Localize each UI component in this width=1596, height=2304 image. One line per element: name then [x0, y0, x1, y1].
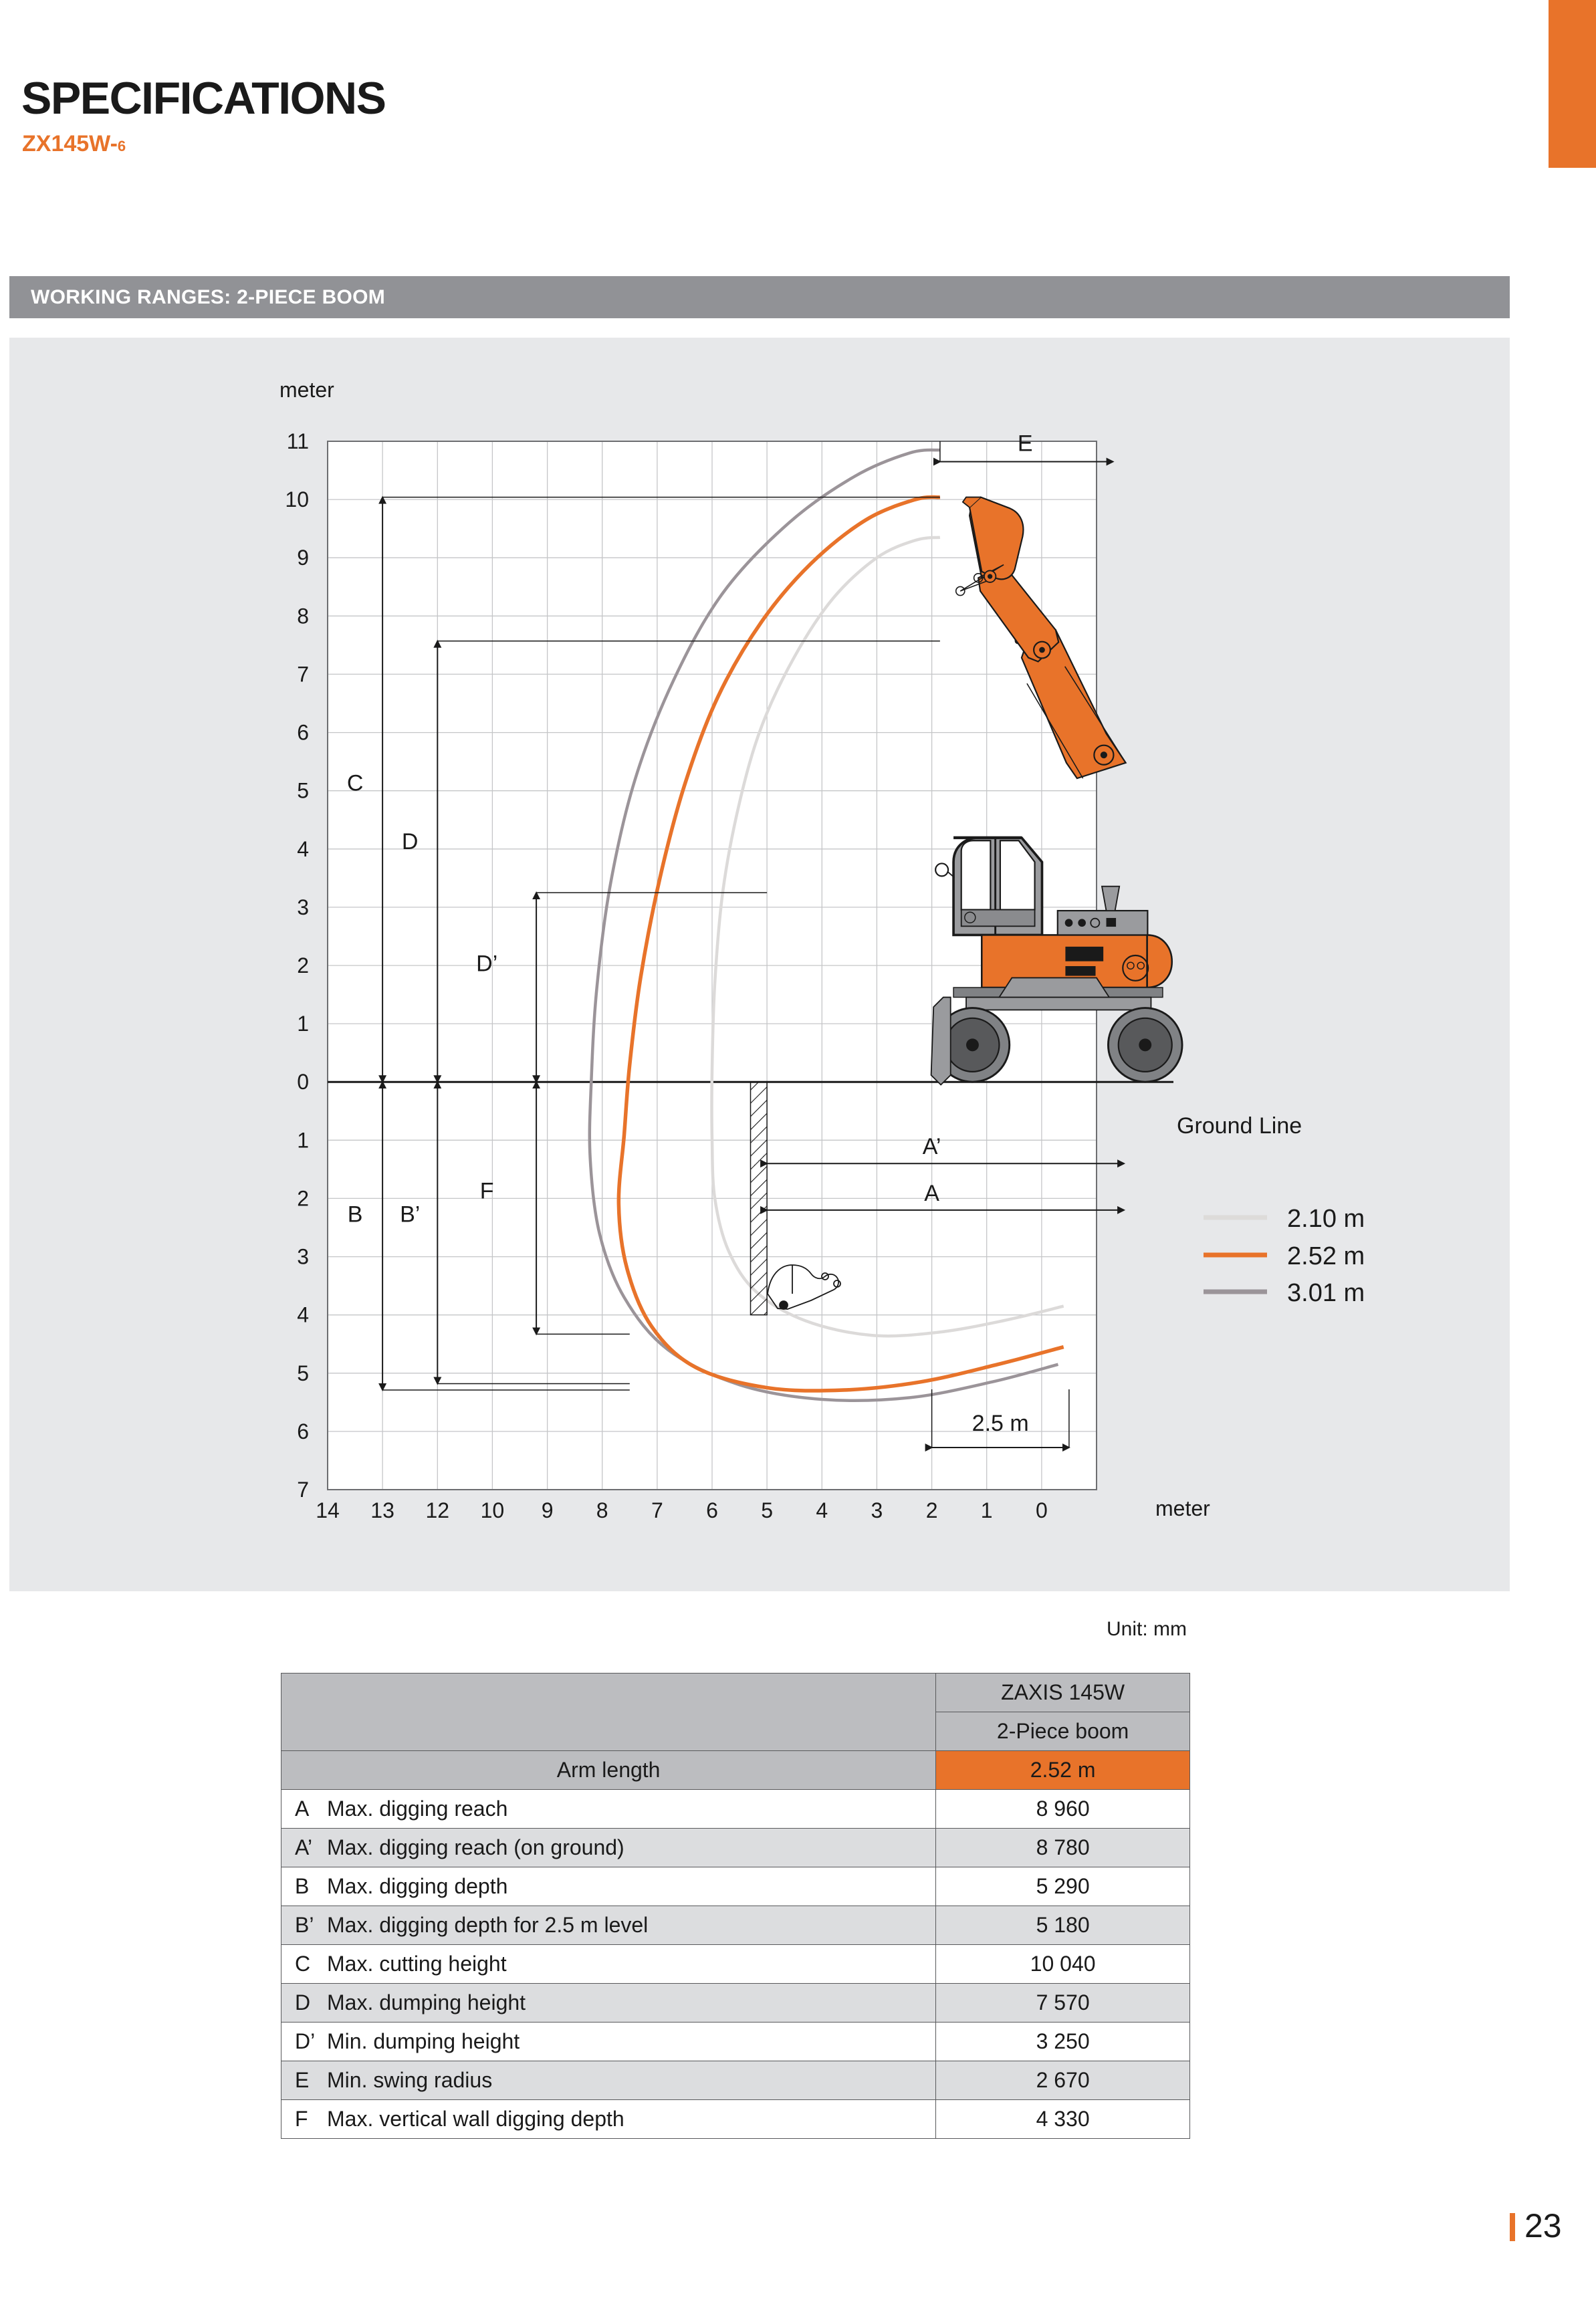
- svg-text:14: 14: [316, 1498, 340, 1522]
- svg-text:10: 10: [481, 1498, 505, 1522]
- svg-text:0: 0: [297, 1070, 309, 1094]
- svg-text:7: 7: [297, 662, 309, 686]
- svg-text:4: 4: [297, 1303, 309, 1327]
- svg-text:3: 3: [297, 895, 309, 919]
- svg-text:3: 3: [871, 1498, 883, 1522]
- svg-text:11: 11: [287, 429, 309, 453]
- svg-text:6: 6: [297, 721, 309, 745]
- svg-text:7: 7: [297, 1478, 309, 1502]
- svg-text:4: 4: [816, 1498, 828, 1522]
- svg-text:6: 6: [297, 1419, 309, 1444]
- svg-text:4: 4: [297, 837, 309, 861]
- svg-text:9: 9: [297, 546, 309, 570]
- svg-text:13: 13: [370, 1498, 394, 1522]
- svg-text:5: 5: [297, 1361, 309, 1385]
- svg-text:2.52 m: 2.52 m: [1287, 1242, 1365, 1270]
- svg-text:E: E: [1018, 431, 1033, 457]
- svg-text:2: 2: [297, 953, 309, 977]
- svg-text:12: 12: [426, 1498, 450, 1522]
- svg-text:10: 10: [285, 487, 309, 511]
- svg-text:F: F: [480, 1178, 494, 1203]
- svg-text:1: 1: [297, 1012, 309, 1036]
- svg-text:A: A: [924, 1181, 939, 1206]
- svg-text:2.5 m: 2.5 m: [972, 1411, 1029, 1436]
- svg-text:A’: A’: [923, 1134, 941, 1159]
- svg-text:C: C: [347, 771, 364, 796]
- svg-text:1: 1: [297, 1128, 309, 1152]
- svg-text:5: 5: [761, 1498, 773, 1522]
- svg-text:7: 7: [651, 1498, 663, 1522]
- svg-text:6: 6: [706, 1498, 718, 1522]
- svg-text:8: 8: [297, 604, 309, 628]
- svg-text:2.10 m: 2.10 m: [1287, 1205, 1365, 1233]
- svg-text:B’: B’: [400, 1201, 420, 1227]
- svg-text:3: 3: [297, 1245, 309, 1269]
- svg-text:D: D: [402, 829, 419, 854]
- svg-text:2: 2: [926, 1498, 938, 1522]
- svg-text:8: 8: [596, 1498, 608, 1522]
- svg-text:Ground Line: Ground Line: [1177, 1113, 1302, 1139]
- svg-text:2: 2: [297, 1186, 309, 1210]
- svg-text:5: 5: [297, 779, 309, 803]
- svg-text:3.01 m: 3.01 m: [1287, 1279, 1365, 1307]
- svg-text:B: B: [348, 1201, 363, 1227]
- svg-text:0: 0: [1036, 1498, 1048, 1522]
- svg-text:1: 1: [981, 1498, 993, 1522]
- svg-text:9: 9: [542, 1498, 554, 1522]
- svg-text:D’: D’: [476, 951, 497, 977]
